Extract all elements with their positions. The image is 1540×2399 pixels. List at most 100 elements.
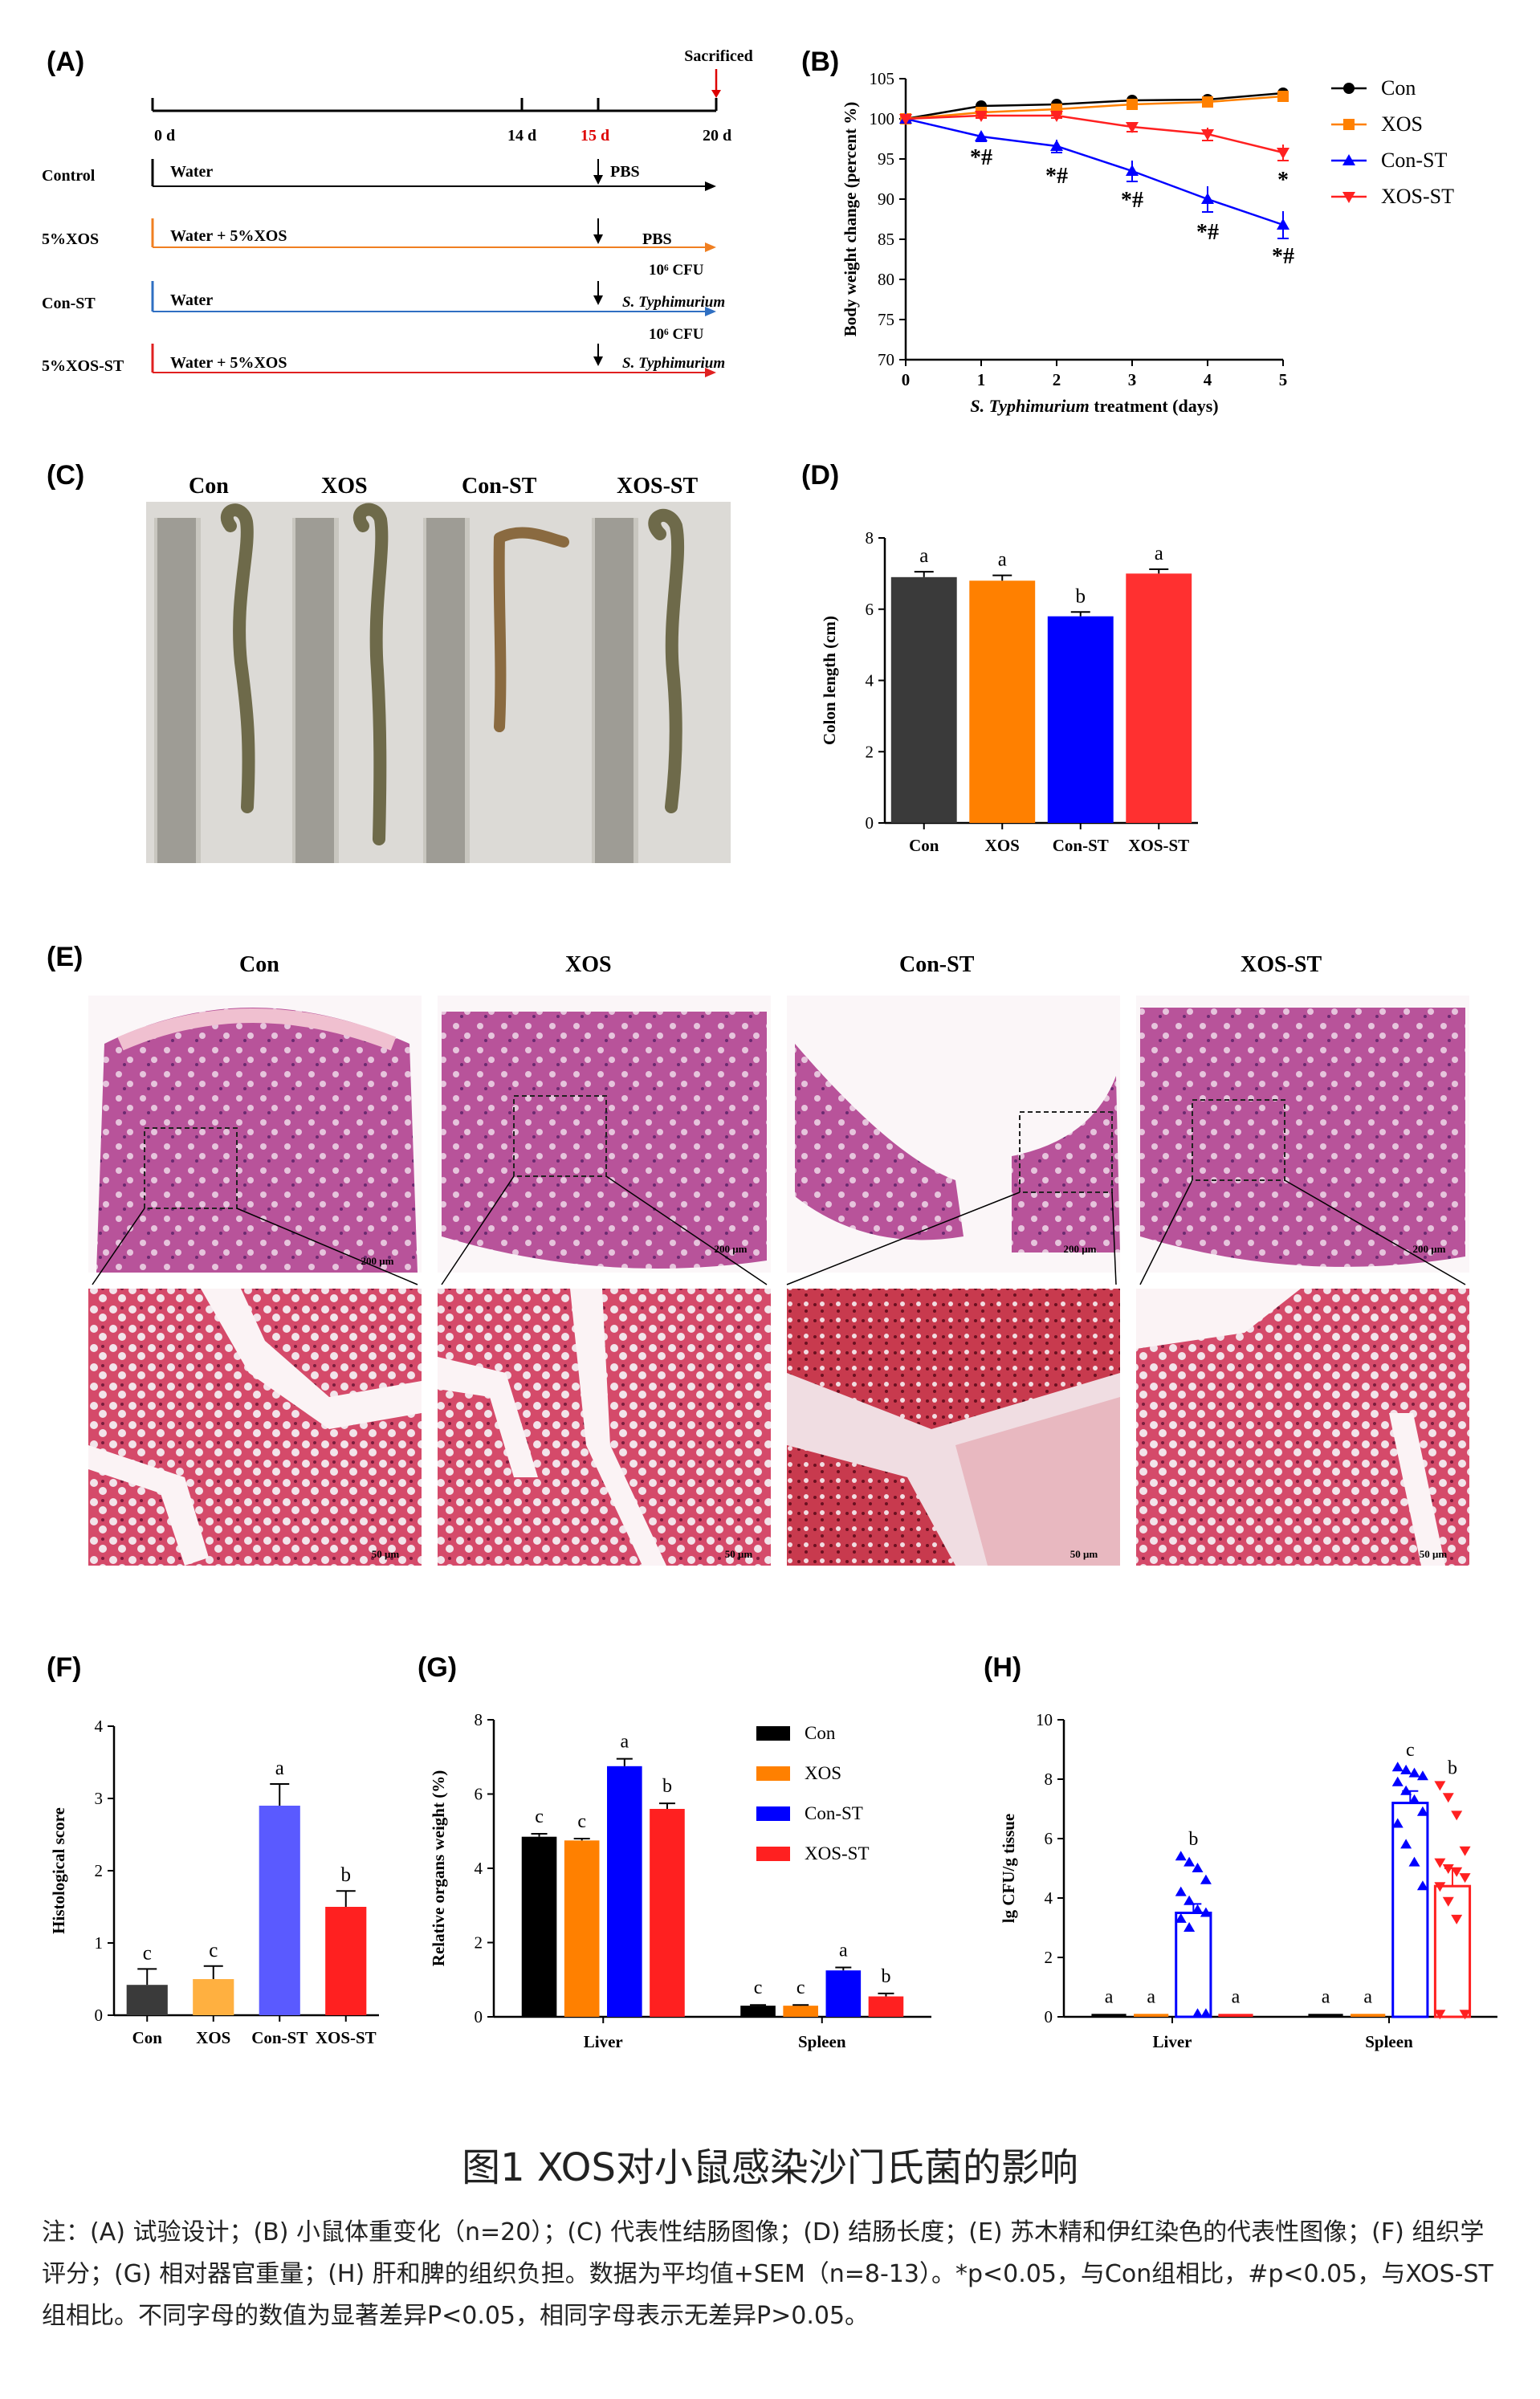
y-tick-label: 6: [1045, 1829, 1053, 1848]
data-point: [1277, 218, 1289, 230]
significance-letter: c: [796, 1977, 805, 1998]
bar-con: [740, 2006, 776, 2017]
tick-0d: 0 d: [154, 127, 175, 145]
y-tick-label: 6: [475, 1785, 483, 1804]
y-tick-label: 2: [866, 742, 874, 761]
y-axis-label: Histological score: [49, 1807, 68, 1934]
scale-bar-50: 50 μm: [1070, 1548, 1098, 1560]
significance-mark: *#: [1196, 220, 1219, 245]
data-point: [1400, 1764, 1412, 1774]
bar-xos: [1351, 2014, 1386, 2017]
row-xos-treatment: Water + 5%XOS: [170, 227, 287, 245]
legend-label: Con-ST: [1381, 149, 1447, 172]
x-tick-label: 5: [1279, 370, 1288, 389]
x-tick-label: XOS-ST: [1128, 836, 1189, 855]
bar-xos: [564, 1840, 600, 2017]
y-tick-label: 90: [878, 189, 894, 209]
bar-xos-st: [325, 1907, 367, 2015]
histology-high-mag: [787, 1289, 1120, 1566]
y-tick-label: 6: [866, 600, 874, 619]
data-point: [1416, 1880, 1428, 1891]
row-xos-name: 5%XOS: [42, 230, 99, 248]
data-point: [1459, 2010, 1471, 2020]
bar-xos: [1134, 2014, 1169, 2017]
series-line-xos-st: [905, 114, 1284, 154]
x-tick-label: 4: [1204, 370, 1212, 389]
y-tick-label: 4: [1045, 1888, 1053, 1908]
significance-letter: c: [209, 1940, 218, 1961]
y-tick-label: 8: [475, 1710, 483, 1729]
y-tick-label: 0: [95, 2006, 104, 2025]
data-point: [1201, 129, 1214, 141]
experimental-design-diagram: Sacrificed 0 d 14 d 15 d 20 d Control Wa…: [42, 47, 753, 377]
bar-con: [521, 1836, 557, 2017]
histology-group-label: Con-ST: [899, 952, 975, 977]
x-tick-label: 1: [977, 370, 986, 389]
x-tick-label: 0: [902, 370, 911, 389]
y-tick-label: 85: [878, 230, 894, 249]
legend-label: XOS-ST: [805, 1843, 870, 1863]
panel-label-a: (A): [47, 47, 85, 77]
data-point: [1408, 1767, 1420, 1778]
data-point: [1192, 1863, 1204, 1872]
x-tick-label: Liver: [1153, 2032, 1192, 2051]
histology-low-mag: [1136, 996, 1469, 1273]
histology-low-mag: [88, 996, 422, 1273]
figure-title: 图1 XOS对小鼠感染沙门氏菌的影响: [462, 2145, 1078, 2190]
panel-label-e: (E): [47, 942, 84, 972]
y-tick-label: 75: [878, 310, 894, 329]
row-xosst-treatment: Water + 5%XOS: [170, 354, 287, 372]
significance-letter: a: [839, 1940, 848, 1961]
legend-label: XOS: [1381, 112, 1423, 136]
x-tick-label: Con: [909, 836, 939, 855]
scale-bar-200: 200 μm: [361, 1255, 394, 1267]
significance-letter: b: [1076, 585, 1086, 607]
significance-letter: a: [919, 545, 928, 567]
histology-group-label: XOS: [565, 952, 612, 977]
x-tick-label: 3: [1128, 370, 1137, 389]
scale-bar-200: 200 μm: [715, 1243, 748, 1255]
row-const-treatment: Water: [170, 291, 213, 309]
x-tick-label: 2: [1053, 370, 1061, 389]
x-tick-label: Con: [132, 2028, 163, 2047]
row-control-treatment: Water: [170, 163, 213, 181]
significance-letter: c: [143, 1942, 152, 1964]
colon-group-label: Con-ST: [462, 474, 537, 499]
x-tick-label: Con-ST: [1053, 836, 1109, 855]
data-point: [1434, 1882, 1446, 1892]
panel-label-c: (C): [47, 460, 85, 491]
bar-xos-st: [1218, 2014, 1253, 2017]
relative-organ-weight-bar-chart: 0 2 4 6 8 Relative organs weight (%) c c a b Liver…: [429, 1710, 931, 2051]
series-line-con-st: [905, 117, 1284, 226]
data-point: [1200, 1907, 1212, 1917]
panel-label-f: (F): [47, 1652, 82, 1683]
y-tick-label: 8: [1045, 1770, 1053, 1789]
data-point: [1175, 1851, 1187, 1861]
data-point: [1451, 1810, 1463, 1821]
legend-swatch: [756, 1806, 790, 1821]
legend-marker: [1343, 83, 1355, 94]
data-point: [1201, 193, 1214, 204]
significance-letter: a: [1155, 543, 1163, 564]
significance-letter: c: [535, 1806, 544, 1827]
data-point: [1277, 91, 1289, 102]
y-tick-label: 0: [475, 2007, 483, 2026]
data-point: [1400, 1785, 1412, 1795]
significance-mark: *#: [1045, 164, 1068, 189]
data-point: [1442, 1864, 1454, 1874]
colon-photographs: [146, 502, 731, 863]
x-tick-label: Spleen: [798, 2032, 846, 2051]
significance-letter: a: [1147, 1986, 1155, 2007]
data-point: [1184, 1922, 1196, 1932]
significance-letter: a: [1232, 1986, 1241, 2007]
histology-group-label: Con: [239, 952, 279, 977]
bar-xos: [969, 580, 1036, 823]
legend-swatch: [756, 1766, 790, 1781]
data-point: [1408, 1794, 1420, 1804]
panel-label-d: (D): [801, 460, 840, 491]
colon-photo: [423, 518, 470, 863]
colon-photo: [154, 518, 201, 863]
bar-con: [890, 576, 957, 823]
scale-bar-200: 200 μm: [1064, 1243, 1097, 1255]
